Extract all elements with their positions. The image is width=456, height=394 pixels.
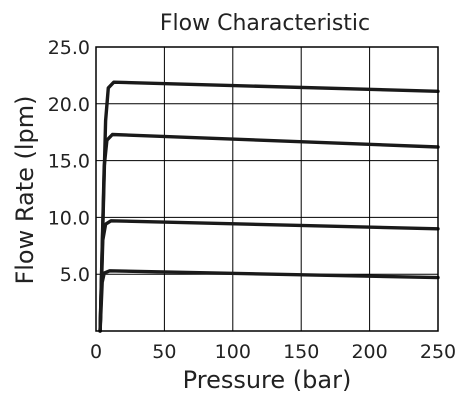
- x-tick-label: 0: [90, 341, 102, 363]
- flow-curve-2: [98, 132, 440, 333]
- x-tick-label: 200: [351, 341, 387, 363]
- y-tick-label: 5.0: [60, 264, 90, 286]
- x-tick-label: 150: [283, 341, 319, 363]
- x-tick-label: 250: [420, 341, 456, 363]
- x-axis-label: Pressure (bar): [183, 366, 352, 394]
- y-tick-label: 15.0: [48, 151, 90, 173]
- flow-curve-1: [98, 80, 440, 333]
- chart-title: Flow Characteristic: [160, 11, 370, 36]
- y-tick-label: 20.0: [48, 94, 90, 116]
- x-tick-label: 100: [215, 341, 251, 363]
- x-tick-label: 50: [152, 341, 176, 363]
- flow-curve-4: [98, 269, 440, 333]
- plot-area: [95, 46, 439, 332]
- y-tick-label: 10.0: [48, 207, 90, 229]
- flow-curve-3: [98, 219, 440, 333]
- y-tick-label: 25.0: [48, 37, 90, 59]
- y-axis-label: Flow Rate (lpm): [11, 95, 39, 284]
